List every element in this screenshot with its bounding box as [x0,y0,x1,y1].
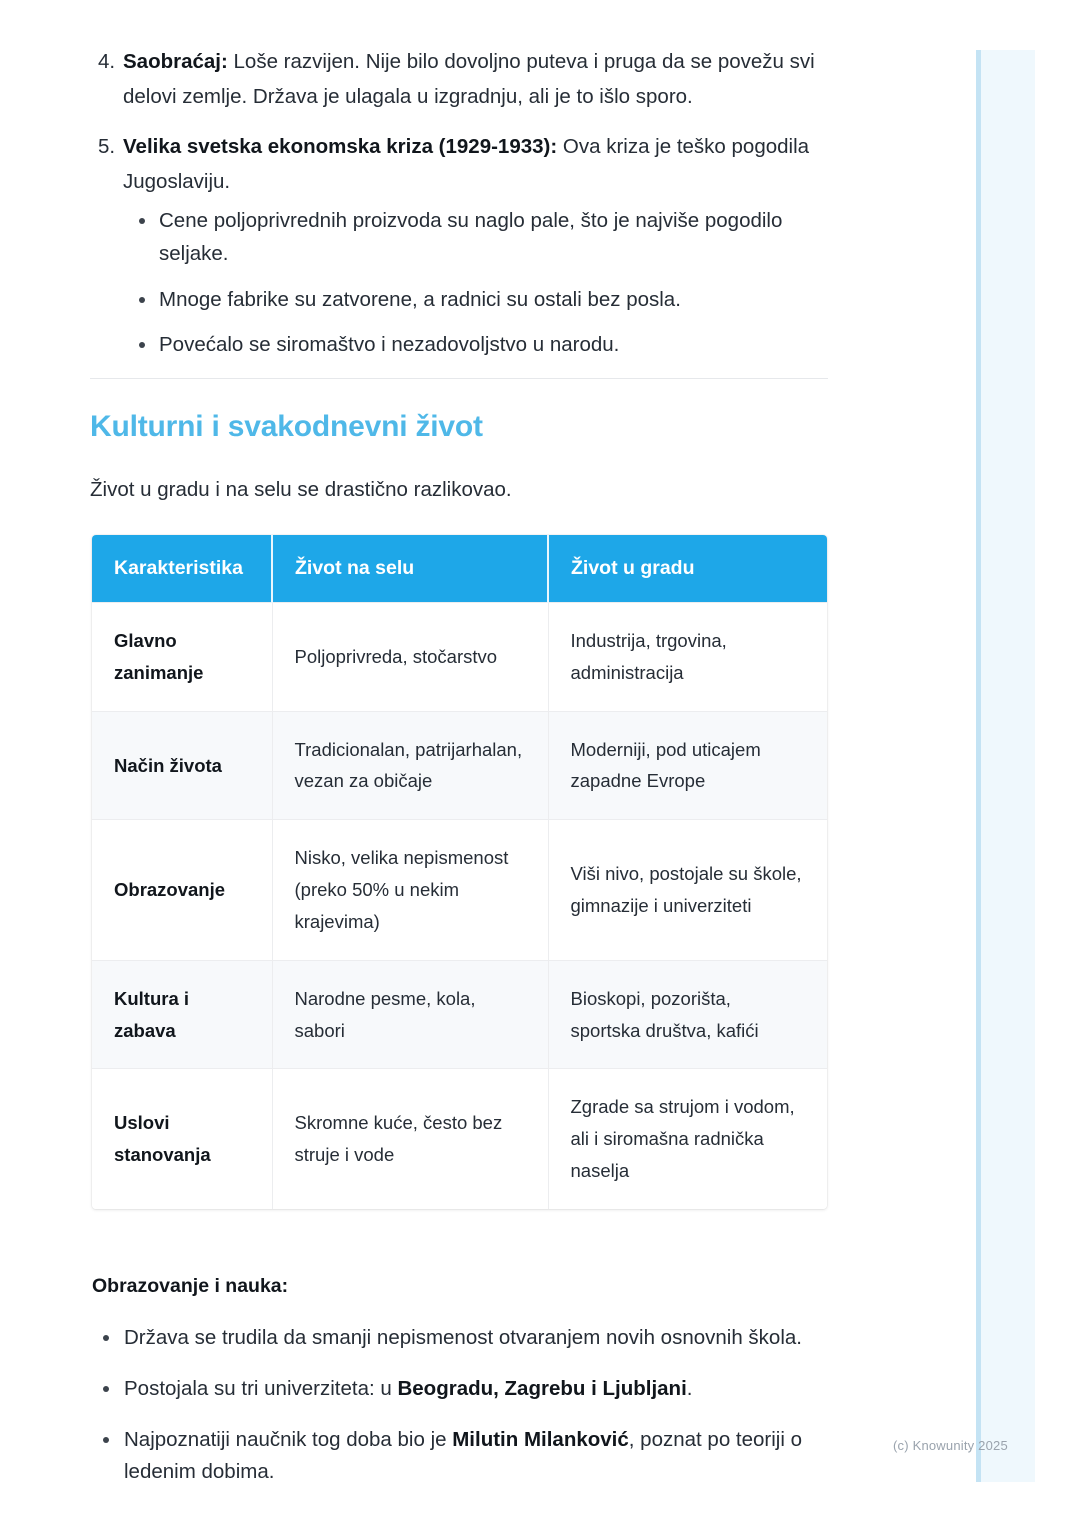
table-row: Obrazovanje Nisko, velika nepismenost (p… [92,819,827,961]
table-cell-city: Industrija, trgovina, administracija [548,602,827,712]
nested-bullet-list: Cene poljoprivrednih proizvoda su naglo … [123,205,940,362]
table-cell-key: Glavno zanimanje [92,602,273,712]
bullet-text-pre: Postojala su tri univerziteta: u [124,1376,398,1400]
table-cell-key: Uslovi stanovanja [92,1068,273,1209]
table-header-row: Karakteristika Život na selu Život u gra… [92,535,827,603]
list-item-text: Velika svetska ekonomska kriza (1929-193… [123,129,838,200]
table-cell-village: Poljoprivreda, stočarstvo [272,602,549,712]
section-intro-text: Život u gradu i na selu se drastično raz… [90,478,512,501]
table-cell-city: Bioskopi, pozorišta, sportska društva, k… [548,959,827,1069]
list-item: 5. Velika svetska ekonomska kriza (1929-… [0,129,940,363]
table-header-cell-characteristic: Karakteristika [92,535,273,603]
table-row: Uslovi stanovanja Skromne kuće, često be… [92,1068,827,1209]
table-header-cell-village: Život na selu [272,535,549,603]
table-cell-city: Moderniji, pod uticajem zapadne Evrope [548,710,827,820]
list-item-body: Loše razvijen. Nije bilo dovoljno puteva… [123,50,815,109]
table-row: Kultura i zabava Narodne pesme, kola, sa… [92,959,827,1069]
table-cell-village: Narodne pesme, kola, sabori [272,959,549,1069]
table-header-cell-city: Život u gradu [548,535,827,603]
table-row: Način života Tradicionalan, patrijarhala… [92,710,827,820]
list-item: 4. Saobraćaj: Loše razvijen. Nije bilo d… [0,44,940,115]
page-side-strip [976,50,1035,1482]
bullet-text-bold: Beogradu, Zagrebu i Ljubljani [397,1376,687,1400]
document-content: 4. Saobraćaj: Loše razvijen. Nije bilo d… [0,0,940,376]
table-cell-village: Nisko, velika nepismenost (preko 50% u n… [272,819,549,961]
list-item-number: 5. [98,134,116,158]
list-item: Država se trudila da smanji nepismenost … [92,1322,852,1355]
table-cell-key: Obrazovanje [92,819,273,961]
table-cell-village: Tradicionalan, patrijarhalan, vezan za o… [272,710,549,820]
subsection-heading: Obrazovanje i nauka: [92,1275,289,1297]
nested-list-item: Cene poljoprivrednih proizvoda su naglo … [123,205,849,271]
bullet-text-pre: Država se trudila da smanji nepismenost … [124,1326,802,1349]
table-cell-city: Zgrade sa strujom i vodom, ali i siromaš… [548,1068,827,1209]
nested-list-item: Mnoge fabrike su zatvorene, a radnici su… [123,284,849,317]
table-header: Karakteristika Život na selu Život u gra… [92,535,827,603]
subsection-bullet-list: Država se trudila da smanji nepismenost … [92,1322,852,1507]
table-body: Glavno zanimanje Poljoprivreda, stočarst… [92,602,827,1209]
list-item-text: Saobraćaj: Loše razvijen. Nije bilo dovo… [123,44,838,115]
bullet-text-bold: Milutin Milanković [452,1427,629,1451]
table-cell-village: Skromne kuće, često bez struje i vode [272,1068,549,1209]
ordered-list: 4. Saobraćaj: Loše razvijen. Nije bilo d… [0,44,940,362]
table-row: Glavno zanimanje Poljoprivreda, stočarst… [92,602,827,712]
list-item-bold-lead: Saobraćaj: [123,50,228,73]
table-cell-city: Viši nivo, postojale su škole, gimnazije… [548,819,827,961]
table-cell-key: Kultura i zabava [92,959,273,1069]
nested-list-item: Povećalo se siromaštvo i nezadovoljstvo … [123,329,849,362]
list-item-number: 4. [98,50,116,73]
section-heading: Kulturni i svakodnevni život [90,410,483,443]
list-item-bold-lead: Velika svetska ekonomska kriza (1929-193… [123,134,558,158]
table-cell-key: Način života [92,710,273,820]
watermark: (c) Knowunity 2025 [893,1438,1008,1453]
comparison-table: Karakteristika Život na selu Život u gra… [92,535,827,1209]
list-item: Postojala su tri univerziteta: u Beograd… [92,1373,852,1406]
bullet-text-pre: Najpoznatiji naučnik tog doba bio je [124,1427,453,1451]
bullet-text-post: . [686,1376,693,1400]
bullet-text-post: , poznat po teoriji o ledenim dobima. [124,1427,803,1484]
section-divider [90,378,828,379]
list-item-body: Ova kriza je teško pogodila Jugoslaviju. [123,134,810,193]
list-item: Najpoznatiji naučnik tog doba bio je Mil… [92,1424,852,1490]
